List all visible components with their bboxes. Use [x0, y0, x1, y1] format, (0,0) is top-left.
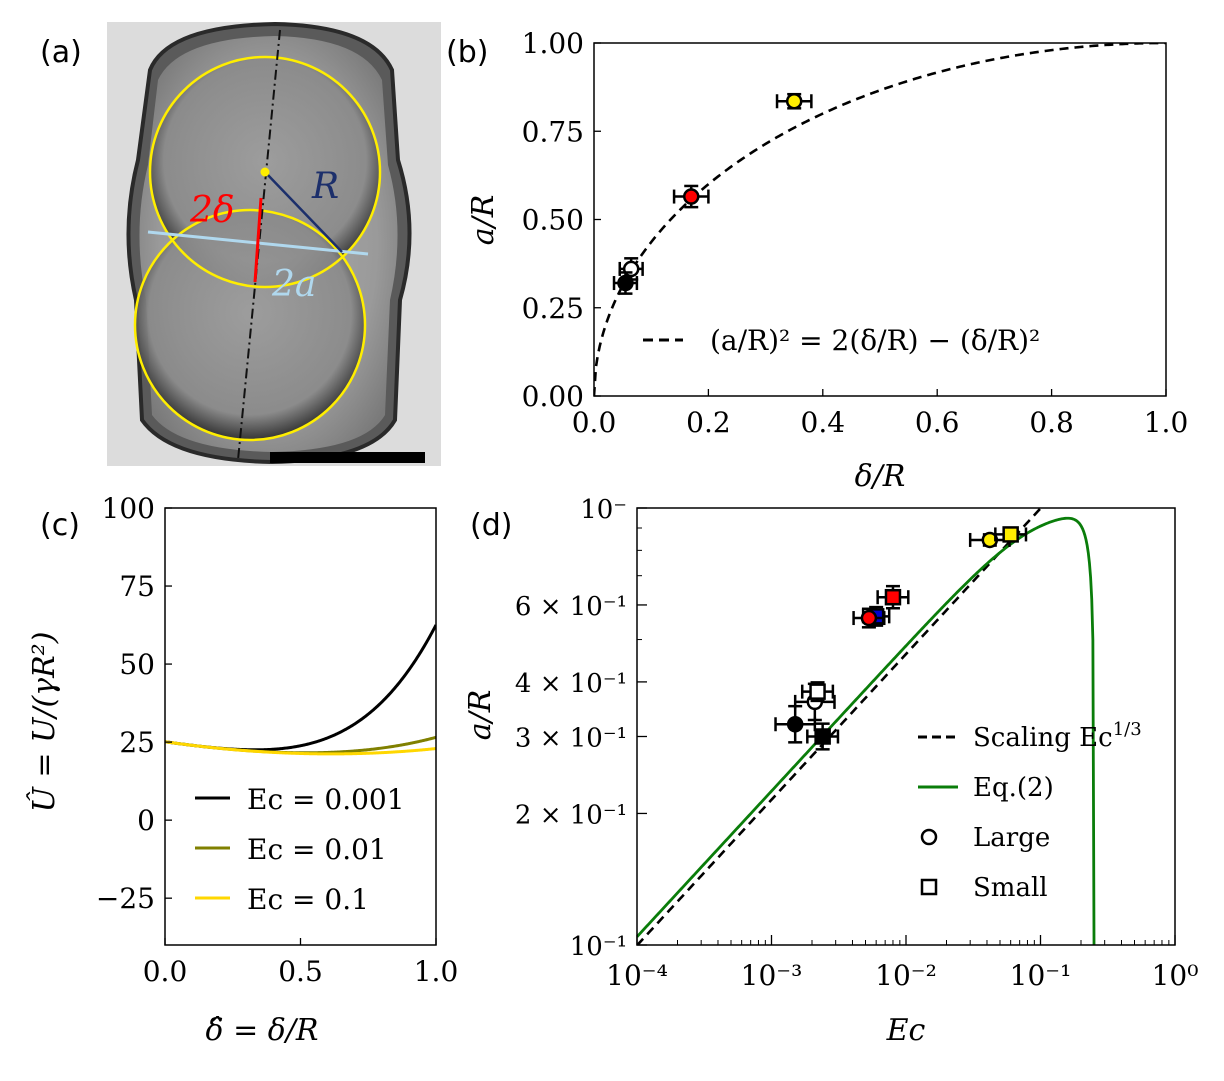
panel-b-marker — [785, 92, 803, 110]
legend-scaling-exponent: 1/3 — [1113, 719, 1142, 740]
panel-b-ytick-label: 1.00 — [522, 27, 584, 60]
panel-d-ytick-label: 10⁻ — [580, 495, 627, 525]
legend-small-marker — [920, 878, 938, 896]
panel-b-data-point — [612, 271, 639, 295]
panel-d-circle-marker — [786, 715, 804, 733]
panel-c-ytick-label: 0 — [137, 804, 155, 837]
radius-label: R — [311, 166, 339, 207]
panel-d-data-point — [852, 607, 886, 629]
panel-b-ytick-label: 0.50 — [522, 204, 584, 237]
radius-line — [264, 171, 343, 253]
panel-d-square-marker — [884, 588, 902, 606]
panel-b-data-point — [618, 257, 644, 281]
panel-d-ytick-label: 10⁻¹ — [570, 932, 627, 962]
panel-c-series-line — [165, 624, 436, 752]
lower-fit-circle — [133, 208, 367, 442]
panel-b-data-point — [775, 92, 813, 110]
panel-b-xtick-label: 0.4 — [801, 406, 846, 439]
panel-d-square-marker — [809, 683, 826, 700]
panel-c-ytick-label: 50 — [119, 648, 155, 681]
panel-d-data-point — [800, 681, 835, 703]
legend-scaling-text: Scaling Ec1/3 — [973, 719, 1142, 753]
panel-b-legend-text: (a/R)² = 2(δ/R) − (δ/R)² — [710, 324, 1040, 357]
panel-d-data-point — [806, 722, 840, 751]
panel-b-ytick-label: 0.25 — [522, 292, 584, 325]
panel-d-ytick-label: 3 × 10⁻¹ — [515, 723, 627, 753]
legend-scaling-word: Scaling Ec — [973, 723, 1113, 753]
panel-d-ytick-label: 4 × 10⁻¹ — [515, 669, 627, 699]
panel-c-ytick-label: 100 — [102, 492, 155, 525]
panel-c-xtick-label: 1.0 — [414, 955, 459, 988]
center-dot — [260, 167, 270, 177]
panel-d-ytick-label: 2 × 10⁻¹ — [515, 800, 627, 830]
panel-b-xtick-label: 0.8 — [1029, 406, 1074, 439]
panel-c-series-line — [165, 740, 436, 756]
panel-b-marker — [617, 274, 634, 292]
panel-c-frame — [164, 507, 437, 946]
panel-b-chart: 0.0 0.2 0.4 0.6 0.8 1.0 0.00 0.25 0.50 0.75 1.00 δ… — [466, 27, 1188, 494]
panel-a-label: (a) — [40, 35, 82, 70]
panel-c-ytick-label: 75 — [119, 570, 155, 603]
panel-d-data-point — [994, 526, 1028, 543]
panel-c-label: (c) — [40, 508, 80, 543]
panel-d-ylabel: a/R — [463, 690, 498, 741]
panel-d-square-marker — [1002, 526, 1019, 543]
panel-c-ytick-label: 25 — [119, 726, 155, 759]
panel-d-xtick-label: 10⁻³ — [741, 959, 803, 992]
panel-d-circle-marker — [860, 609, 878, 627]
symmetry-axis — [237, 29, 281, 461]
legend-large-text: Large — [973, 823, 1050, 853]
panel-b-ytick-label: 0.75 — [522, 115, 584, 148]
panel-c-legend-text: Ec = 0.001 — [247, 783, 405, 816]
panel-d-xtick-label: 10⁻² — [875, 959, 937, 992]
panel-b-xtick-label: 0.6 — [915, 406, 960, 439]
legend-eq2-text: Eq.(2) — [973, 773, 1054, 803]
panel-b-marker — [682, 188, 700, 205]
panel-c-legend-text: Ec = 0.01 — [247, 833, 387, 866]
panel-c-chart: 0.0 0.5 1.0 −25 0 25 50 75 100 δ̂ = δ/R Û = U/(γ… — [26, 492, 458, 1048]
panel-c-xtick-label: 0.0 — [143, 955, 188, 988]
panel-b-xtick-label: 1.0 — [1144, 406, 1189, 439]
panel-c-ytick-label: −25 — [96, 882, 155, 915]
panel-b-label: (b) — [446, 35, 488, 70]
panel-d-data-point — [876, 584, 910, 610]
two-delta-label: 2δ — [189, 190, 235, 231]
panel-b-ylabel: a/R — [466, 195, 501, 246]
panel-c-xtick-label: 0.5 — [278, 955, 323, 988]
panel-d-circle-marker — [981, 531, 999, 549]
panel-b-data-point — [672, 184, 710, 209]
upper-fit-circle — [148, 55, 382, 289]
panel-b-xlabel: δ/R — [855, 459, 906, 494]
panel-d-xtick-label: 10⁻⁴ — [606, 959, 668, 992]
panel-d-square-marker — [814, 728, 831, 745]
panel-d-legend: Scaling Ec1/3 Eq.(2) Large Small — [918, 719, 1142, 903]
panel-d-data-point — [774, 704, 817, 744]
panel-b-xtick-label: 0.2 — [686, 406, 731, 439]
panel-d-chart: 10⁻⁴ 10⁻³ 10⁻² 10⁻¹ 10⁰ 10⁻¹ 2 × 10⁻¹ 3 × 10⁻¹ 4… — [463, 495, 1199, 1048]
panel-d-xtick-label: 10⁻¹ — [1010, 959, 1072, 992]
panel-b-xtick-label: 0.0 — [572, 406, 617, 439]
panel-d-ytick-label: 6 × 10⁻¹ — [515, 592, 627, 622]
panel-d-xlabel: Ec — [886, 1013, 926, 1048]
lower-droplet — [135, 210, 365, 440]
panel-d-label: (d) — [470, 508, 512, 543]
scale-bar — [270, 452, 425, 463]
micrograph: 2δ R 2a — [107, 21, 441, 466]
panel-c-legend-text: Ec = 0.1 — [247, 883, 369, 916]
panel-b-ytick-label: 0.00 — [522, 380, 584, 413]
panel-c-xlabel: δ̂ = δ/R — [205, 1013, 318, 1048]
legend-small-text: Small — [973, 873, 1048, 903]
panel-c-ylabel: Û = U/(γR²) — [26, 632, 62, 813]
overlap-line — [253, 197, 263, 283]
two-a-label: 2a — [271, 264, 316, 305]
legend-large-marker — [920, 828, 938, 846]
panel-d-xtick-label: 10⁰ — [1152, 959, 1199, 992]
